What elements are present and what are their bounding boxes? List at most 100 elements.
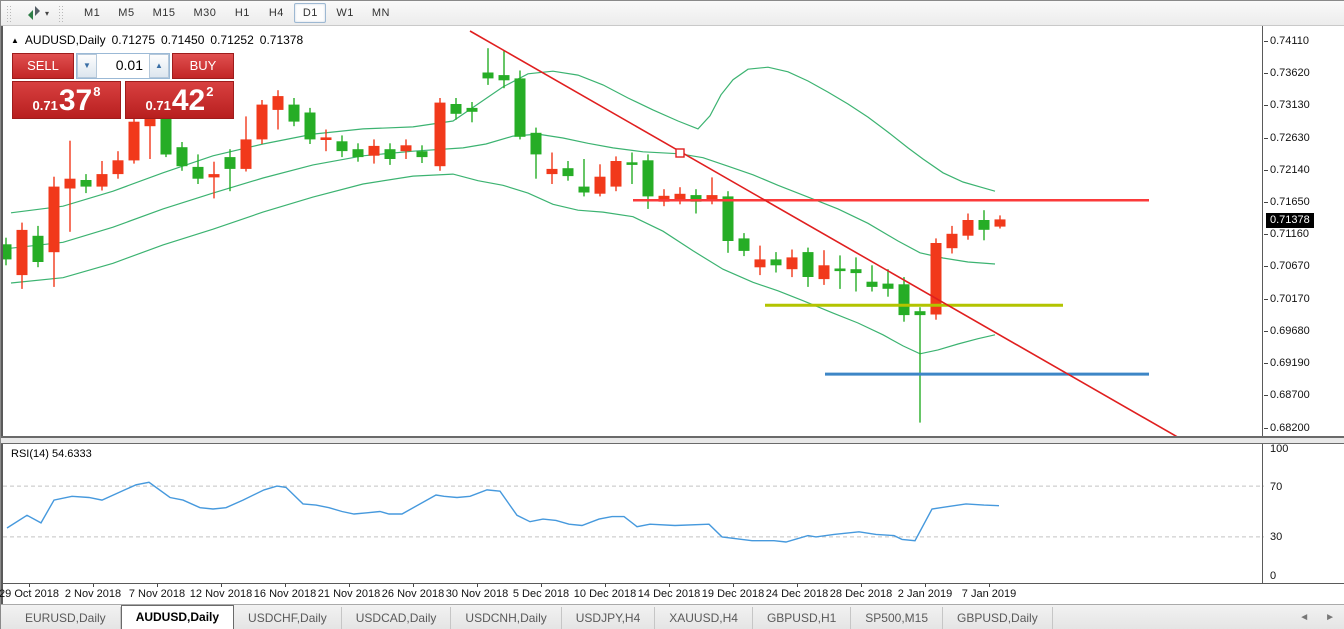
volume-increase-button[interactable]: ▲: [149, 54, 169, 78]
candle-body[interactable]: [562, 168, 574, 177]
candle-body[interactable]: [450, 104, 462, 114]
pane-splitter[interactable]: [1, 436, 1344, 444]
chart-tab-sp500[interactable]: SP500,M15: [851, 607, 944, 629]
volume-decrease-button[interactable]: ▼: [77, 54, 97, 78]
candle-body[interactable]: [802, 252, 814, 277]
candle-body[interactable]: [320, 137, 332, 140]
tab-scroll-left-icon[interactable]: ◄: [1299, 612, 1310, 623]
candle-body[interactable]: [176, 147, 188, 167]
chart-tab-eurusd[interactable]: EURUSD,Daily: [11, 607, 121, 629]
candle-body[interactable]: [658, 195, 670, 202]
candle-body[interactable]: [994, 219, 1006, 227]
chart-tab-usdjpy[interactable]: USDJPY,H4: [562, 607, 656, 629]
trendline[interactable]: [469, 30, 1181, 436]
candle-body[interactable]: [594, 176, 606, 194]
candle-body[interactable]: [32, 235, 44, 262]
timeframe-button-h1[interactable]: H1: [234, 7, 250, 19]
timeframe-button-w1[interactable]: W1: [336, 7, 354, 19]
timeframe-button-d1[interactable]: D1: [294, 3, 327, 23]
candle-body[interactable]: [3, 244, 12, 260]
timeframe-button-h4[interactable]: H4: [268, 7, 284, 19]
chart-tab-gbpusd[interactable]: GBPUSD,H1: [753, 607, 852, 629]
candle-body[interactable]: [160, 112, 172, 155]
sell-button[interactable]: SELL: [12, 53, 74, 79]
tab-scroll-right-icon[interactable]: ►: [1325, 612, 1335, 623]
candle-body[interactable]: [962, 220, 974, 236]
rsi-indicator-pane[interactable]: RSI(14) 54.6333: [1, 444, 1265, 583]
candle-body[interactable]: [288, 104, 300, 122]
candle-body[interactable]: [978, 220, 990, 230]
candle-body[interactable]: [882, 283, 894, 289]
main-chart-pane[interactable]: ▲ AUDUSD,Daily 0.71275 0.71450 0.71252 0…: [1, 26, 1263, 436]
buy-button[interactable]: BUY: [172, 53, 234, 79]
toolbar-grip[interactable]: [6, 4, 11, 22]
candlestick-chart[interactable]: [3, 26, 1265, 436]
candle-body[interactable]: [224, 157, 236, 169]
candle-body[interactable]: [866, 281, 878, 287]
candle-body[interactable]: [240, 139, 252, 169]
candle-body[interactable]: [898, 284, 910, 316]
candle-body[interactable]: [786, 257, 798, 270]
candle-body[interactable]: [722, 196, 734, 241]
new-order-button[interactable]: ▾: [22, 3, 53, 23]
candle-body[interactable]: [578, 186, 590, 193]
candle-body[interactable]: [96, 174, 108, 187]
candle-body[interactable]: [834, 268, 846, 272]
candle-body[interactable]: [64, 178, 76, 189]
candle-body[interactable]: [416, 151, 428, 158]
sell-price-box[interactable]: 0.71 37 8: [12, 81, 121, 119]
candle-body[interactable]: [80, 180, 92, 187]
time-axis[interactable]: 29 Oct 2018 2 Nov 2018 7 Nov 2018 12 Nov 20…: [0, 583, 1344, 604]
candle-body[interactable]: [930, 243, 942, 315]
candle-body[interactable]: [256, 104, 268, 140]
timeframe-button-m30[interactable]: M30: [193, 7, 217, 19]
chart-tab-usdcad[interactable]: USDCAD,Daily: [342, 607, 452, 629]
candle-body[interactable]: [514, 78, 526, 137]
candle-body[interactable]: [946, 233, 958, 249]
candle-body[interactable]: [850, 269, 862, 274]
candle-body[interactable]: [384, 149, 396, 159]
timeframe-button-m5[interactable]: M5: [118, 7, 135, 19]
candle-body[interactable]: [690, 195, 702, 202]
candle-body[interactable]: [208, 174, 220, 178]
candle-body[interactable]: [626, 162, 638, 165]
candle-body[interactable]: [434, 102, 446, 167]
toolbar-grip[interactable]: [58, 4, 64, 22]
candle-body[interactable]: [48, 186, 60, 253]
candle-body[interactable]: [144, 117, 156, 127]
candle-body[interactable]: [770, 259, 782, 266]
chart-tab-usdcnh[interactable]: USDCNH,Daily: [451, 607, 562, 629]
buy-price-box[interactable]: 0.71 42 2: [125, 81, 234, 119]
price-axis[interactable]: 0.74110 0.73620 0.73130 0.72630 0.72140 0.716…: [1264, 26, 1344, 436]
candle-body[interactable]: [482, 72, 494, 79]
volume-input[interactable]: 0.01: [115, 57, 143, 73]
candle-body[interactable]: [400, 145, 412, 152]
timeframe-button-m1[interactable]: M1: [84, 7, 101, 19]
chart-tab-xauusd[interactable]: XAUUSD,H4: [655, 607, 753, 629]
trendline-handle[interactable]: [675, 148, 685, 158]
chart-tab-usdchf[interactable]: USDCHF,Daily: [234, 607, 342, 629]
candle-body[interactable]: [530, 132, 542, 155]
candle-body[interactable]: [16, 229, 28, 276]
chevron-down-icon[interactable]: ▾: [45, 8, 50, 18]
chart-tab-gbpusd[interactable]: GBPUSD,Daily: [943, 607, 1053, 629]
candle-body[interactable]: [914, 311, 926, 316]
candle-body[interactable]: [546, 168, 558, 175]
candle-body[interactable]: [466, 107, 478, 112]
timeframe-button-mn[interactable]: MN: [371, 7, 390, 19]
candle-body[interactable]: [674, 193, 686, 200]
candle-body[interactable]: [368, 145, 380, 156]
timeframe-button-m15[interactable]: M15: [152, 7, 176, 19]
candle-body[interactable]: [336, 141, 348, 152]
candle-body[interactable]: [610, 161, 622, 187]
chart-tab-audusd[interactable]: AUDUSD,Daily: [120, 605, 235, 629]
candle-body[interactable]: [498, 75, 510, 81]
candle-body[interactable]: [112, 160, 124, 175]
candle-body[interactable]: [818, 265, 830, 280]
candle-body[interactable]: [192, 166, 204, 179]
candle-body[interactable]: [706, 195, 718, 199]
candle-body[interactable]: [754, 259, 766, 268]
candle-body[interactable]: [352, 149, 364, 158]
candle-body[interactable]: [642, 160, 654, 197]
candle-body[interactable]: [272, 96, 284, 110]
